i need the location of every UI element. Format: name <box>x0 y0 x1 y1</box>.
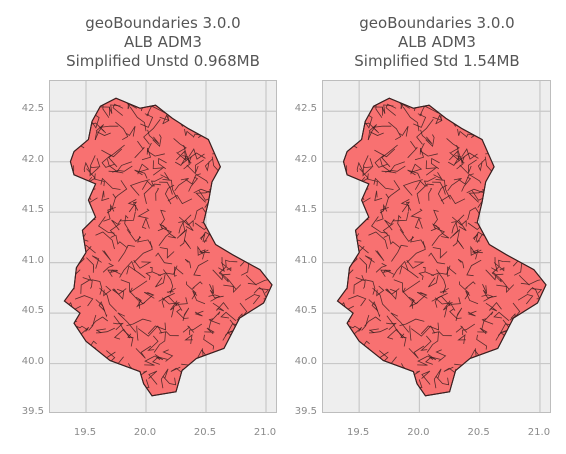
y-tick-label: 41.0 <box>294 254 317 266</box>
x-tick-label: 19.5 <box>347 427 370 438</box>
title-line: Simplified Unstd 0.968MB <box>66 52 260 70</box>
map-svg-2 <box>323 81 550 412</box>
y-tick-label: 42.5 <box>21 103 44 115</box>
x-tick-label: 20.5 <box>193 427 217 438</box>
y-tick-label: 42.0 <box>21 153 44 165</box>
country-outline <box>336 97 547 397</box>
x-tick-label: 20.0 <box>133 427 157 438</box>
x-tick-label: 20.5 <box>467 427 490 438</box>
title-line: ALB ADM3 <box>124 33 202 51</box>
country-shape <box>336 97 547 397</box>
map-panel-2 <box>322 80 551 413</box>
y-tick-label: 41.5 <box>21 204 44 216</box>
y-tick-label: 39.5 <box>21 406 44 417</box>
y-tick-label: 40.0 <box>294 355 317 367</box>
title-line: geoBoundaries 3.0.0 <box>85 14 241 32</box>
x-tick-label: 21.0 <box>527 427 551 438</box>
map-svg-1 <box>50 81 276 412</box>
y-tick-label: 40.5 <box>21 305 44 317</box>
y-tick-label: 39.5 <box>294 406 317 417</box>
country-outline <box>63 97 273 397</box>
title-line: geoBoundaries 3.0.0 <box>359 14 515 32</box>
title-line: Simplified Std 1.54MB <box>354 52 520 70</box>
y-tick-label: 42.5 <box>294 103 317 115</box>
y-tick-label: 40.0 <box>21 355 44 367</box>
y-tick-label: 40.5 <box>294 305 317 317</box>
y-tick-label: 41.0 <box>21 254 44 266</box>
x-tick-label: 21.0 <box>253 427 277 438</box>
y-tick-label: 41.5 <box>294 204 317 216</box>
title-line: ALB ADM3 <box>398 33 476 51</box>
panel-title-2: geoBoundaries 3.0.0 ALB ADM3 Simplified … <box>322 14 552 71</box>
x-tick-label: 20.0 <box>407 427 430 438</box>
country-shape <box>63 97 273 397</box>
panel-title-1: geoBoundaries 3.0.0 ALB ADM3 Simplified … <box>48 14 278 71</box>
y-tick-label: 42.0 <box>294 153 317 165</box>
map-panel-1 <box>49 80 277 413</box>
x-tick-label: 19.5 <box>73 427 97 438</box>
